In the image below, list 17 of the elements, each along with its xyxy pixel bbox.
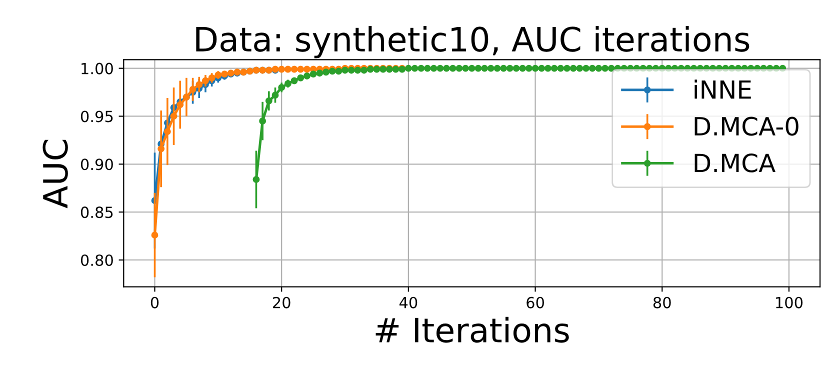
y-tick-label: 0.95 (80, 110, 113, 122)
legend-label: D.MCA (694, 154, 776, 172)
x-tick-label: 100 (776, 296, 803, 308)
chart-title: Data: synthetic10, AUC iterations (196, 26, 750, 58)
x-tick-label: 80 (653, 296, 671, 308)
x-tick-label: 40 (399, 296, 418, 308)
y-tick-label: 0.90 (80, 158, 113, 170)
x-tick-label: 0 (150, 296, 159, 308)
y-tick-label: 1.00 (82, 62, 113, 74)
y-axis-title: AUC (42, 140, 68, 208)
x-tick-label: 20 (272, 296, 290, 308)
y-tick-label: 0.80 (80, 254, 113, 266)
y-tick-label: 0.85 (80, 206, 113, 218)
x-tick-label: 60 (526, 296, 544, 308)
legend-label: iNNE (694, 80, 751, 99)
legend-label: D.MCA-0 (694, 116, 798, 136)
x-axis-title: # Iterations (376, 316, 569, 343)
